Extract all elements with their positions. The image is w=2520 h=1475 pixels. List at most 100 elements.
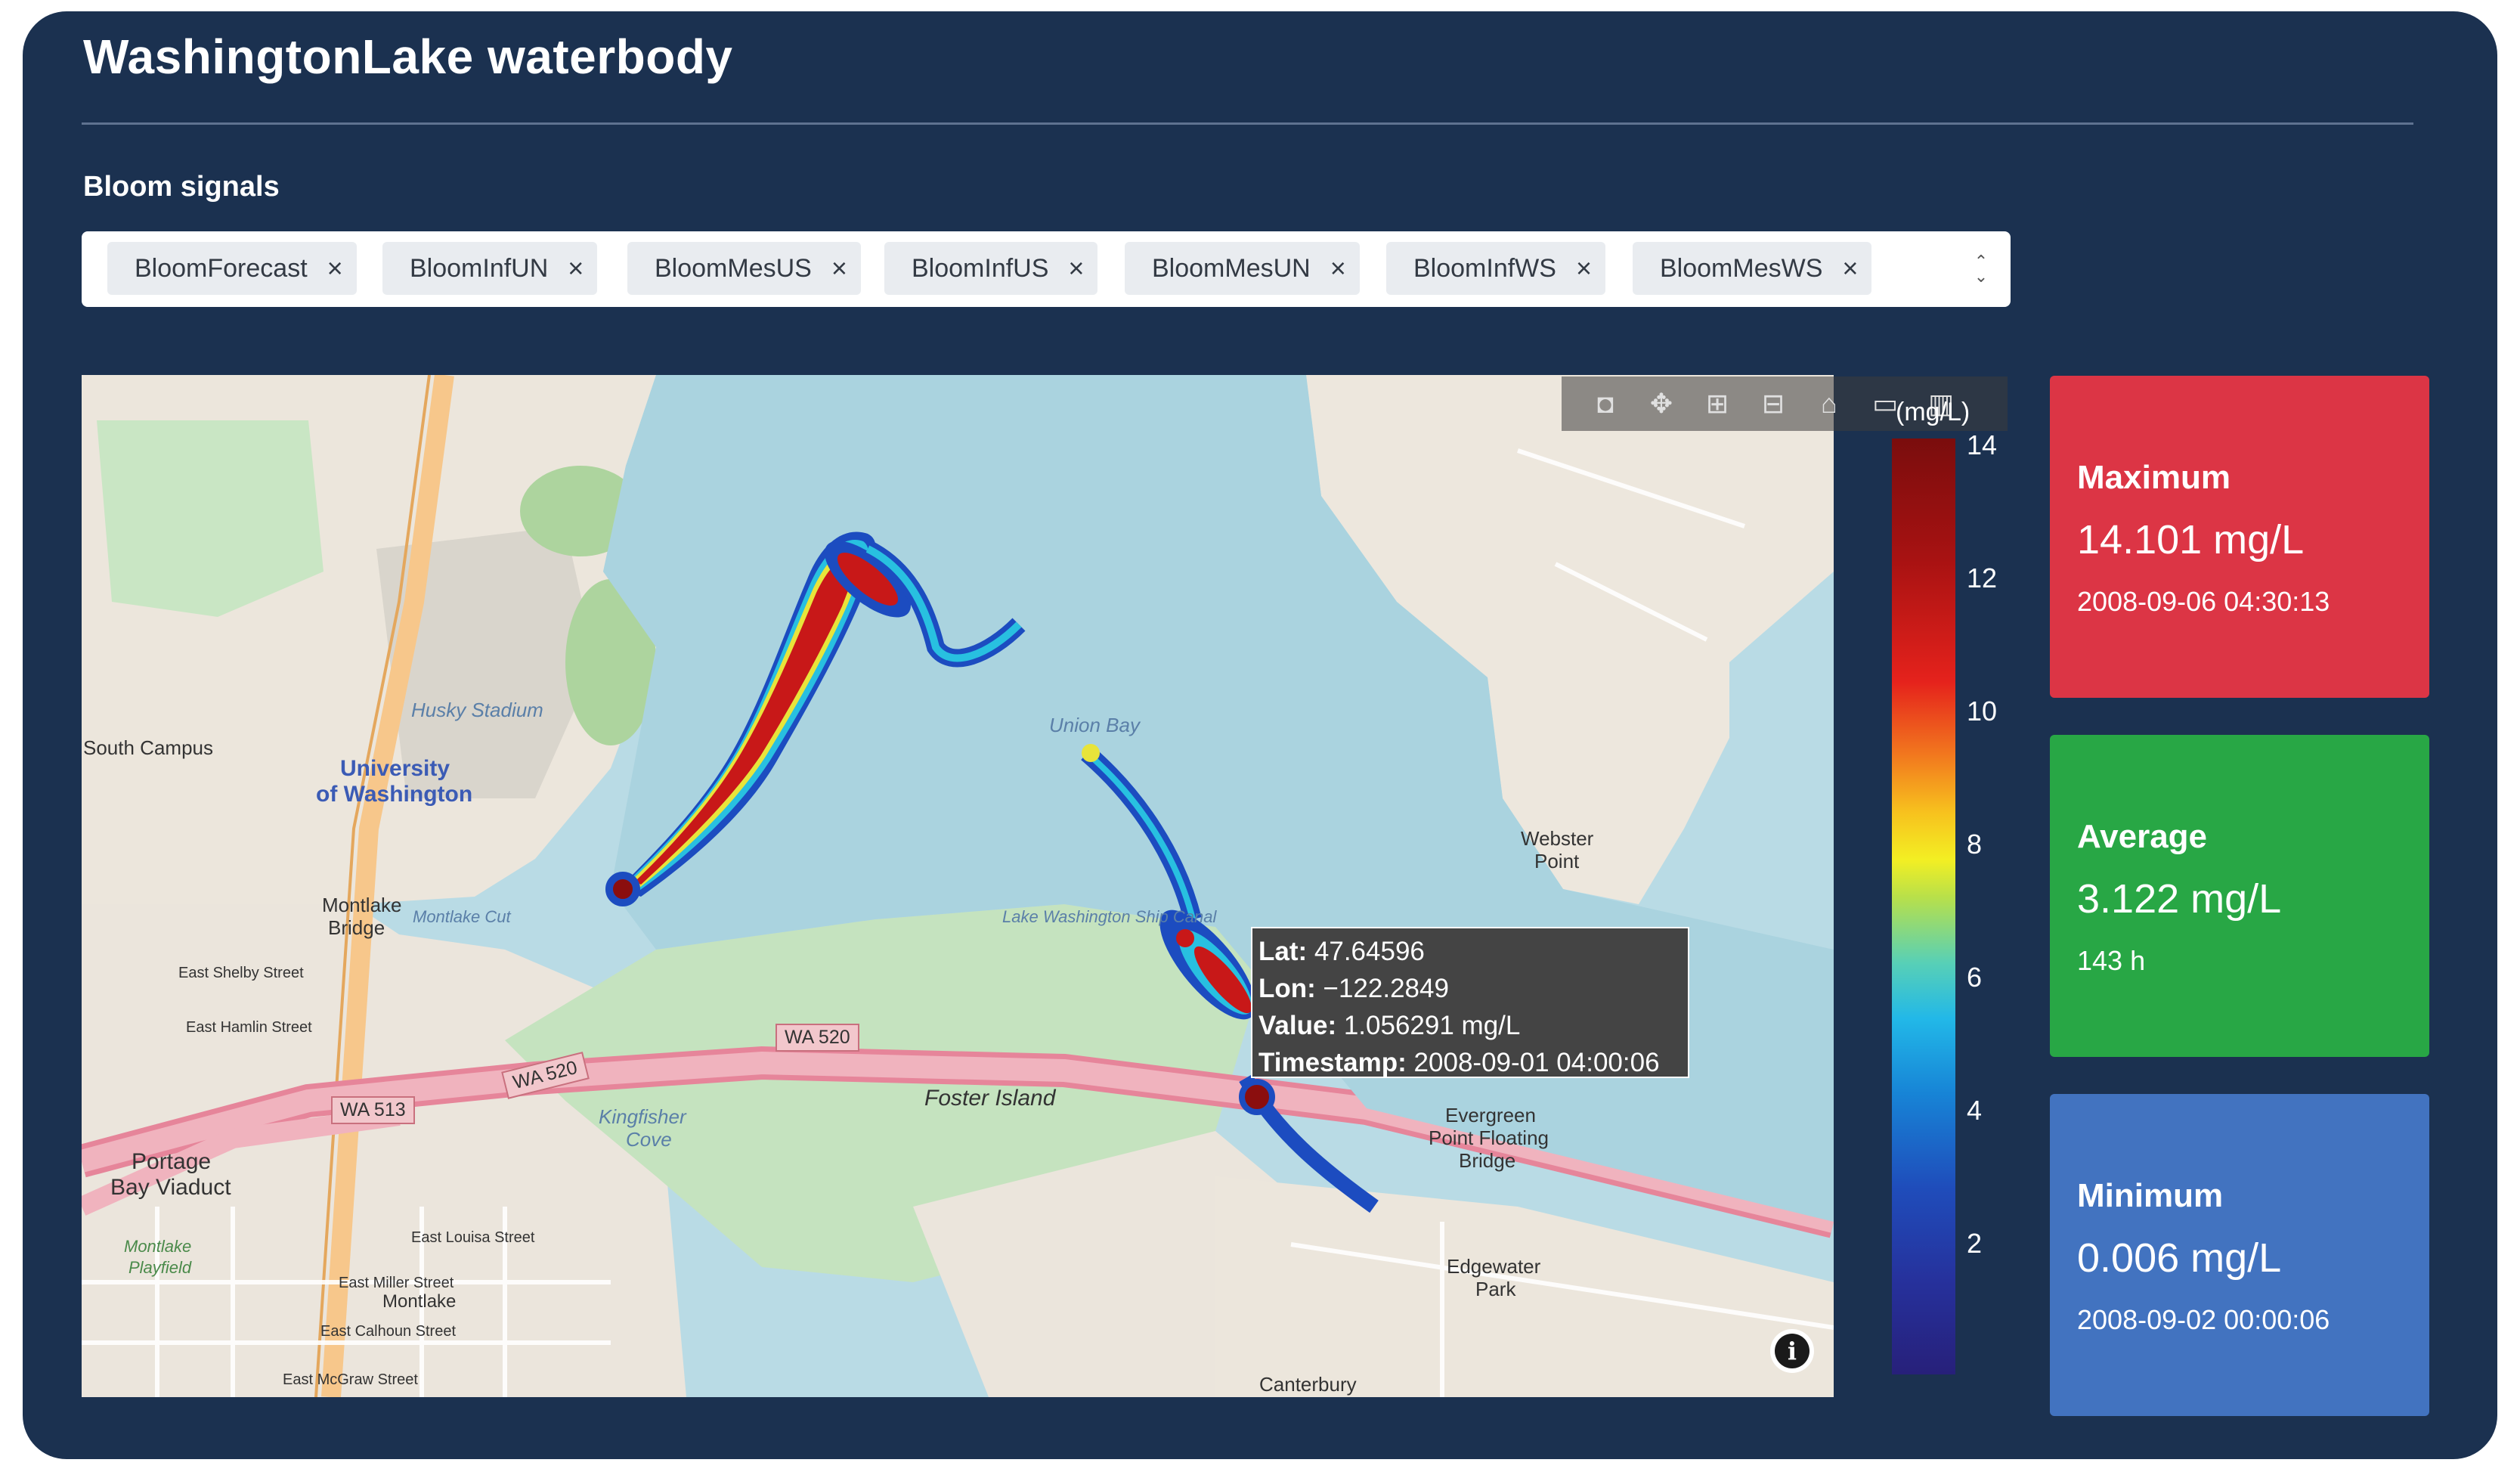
colorbar-tick: 4 <box>1967 1095 1983 1126</box>
stat-timestamp: 2008-09-02 00:00:06 <box>2077 1304 2330 1335</box>
bloom-signals-multiselect[interactable]: BloomForecast × BloomInfUN × BloomMesUS … <box>82 231 2011 307</box>
zoom-out-icon[interactable]: ⊟ <box>1761 388 1785 419</box>
tooltip-lon-label: Lon: <box>1258 974 1316 1003</box>
tooltip-lat-label: Lat: <box>1258 937 1308 966</box>
remove-chip-icon[interactable]: × <box>1575 253 1592 284</box>
chip-label: BloomMesUN <box>1152 253 1311 283</box>
chip-label: BloomMesUS <box>655 253 812 283</box>
colorbar-tick: 12 <box>1967 562 1998 593</box>
heatmap-map[interactable]: South Campus University of Washington Hu… <box>82 375 1834 1397</box>
stat-timestamp: 2008-09-06 04:30:13 <box>2077 586 2330 617</box>
chip-label: BloomMesWS <box>1660 253 1823 283</box>
map-modebar: ◘ ✥ ⊞ ⊟ ⌂ ▭ ▥ <box>1562 376 2008 431</box>
chip-bloommesus: BloomMesUS × <box>627 242 861 295</box>
chip-label: BloomForecast <box>135 253 308 283</box>
map-label-montlake: Montlake <box>382 1291 457 1312</box>
page-title: WashingtonLake waterbody <box>83 29 733 84</box>
stat-label: Average <box>2077 818 2208 855</box>
chip-bloommesun: BloomMesUN × <box>1125 242 1360 295</box>
pan-icon[interactable]: ✥ <box>1649 388 1673 419</box>
chip-bloominfus: BloomInfUS × <box>884 242 1098 295</box>
map-label-playfield-1: Montlake <box>124 1237 192 1256</box>
tooltip-timestamp-label: Timestamp: <box>1258 1048 1407 1077</box>
map-label-east-calhoun: East Calhoun Street <box>320 1323 456 1340</box>
map-label-webster-2: Point <box>1534 850 1580 872</box>
chip-label: BloomInfUN <box>410 253 549 283</box>
map-label-union-bay: Union Bay <box>1049 714 1140 736</box>
road-shield-wa520: WA 520 <box>776 1024 859 1052</box>
colorbar-unit: (mg/L) <box>1896 398 1970 426</box>
map-label-edgewater-2: Park <box>1475 1278 1516 1300</box>
remove-chip-icon[interactable]: × <box>1330 253 1346 284</box>
title-divider <box>82 122 2413 125</box>
stat-card-average: Average 3.122 mg/L 143 h <box>2050 735 2429 1057</box>
remove-chip-icon[interactable]: × <box>831 253 847 284</box>
map-label-east-mcgraw: East McGraw Street <box>283 1371 418 1388</box>
map-label-ship-canal: Lake Washington Ship Canal <box>1002 907 1217 926</box>
map-label-east-louisa: East Louisa Street <box>411 1229 535 1246</box>
map-label-east-miller: East Miller Street <box>339 1275 454 1291</box>
chip-bloommesws: BloomMesWS × <box>1633 242 1872 295</box>
map-label-webster-1: Webster <box>1521 827 1594 850</box>
colorbar-tick: 8 <box>1967 829 1983 860</box>
chip-bloominfun: BloomInfUN × <box>382 242 598 295</box>
chip-bloominfws: BloomInfWS × <box>1386 242 1605 295</box>
chip-label: BloomInfUS <box>912 253 1049 283</box>
map-label-kingfisher-1: Kingfisher <box>599 1105 686 1128</box>
stat-duration: 143 h <box>2077 945 2146 976</box>
home-icon[interactable]: ⌂ <box>1821 388 1837 419</box>
bloom-signals-label: Bloom signals <box>83 171 280 203</box>
map-basemap <box>82 375 1834 1397</box>
remove-chip-icon[interactable]: × <box>568 253 584 284</box>
stat-label: Minimum <box>2077 1177 2224 1214</box>
tooltip-lat-value: 47.64596 <box>1314 937 1425 966</box>
map-label-east-hamlin: East Hamlin Street <box>186 1019 312 1036</box>
map-label-evergreen-1: Evergreen <box>1445 1104 1536 1126</box>
toggle-icon[interactable]: ▭ <box>1871 388 1898 419</box>
chevron-updown-icon[interactable]: ⌃ ⌄ <box>1974 252 1989 286</box>
map-label-evergreen-3: Bridge <box>1459 1149 1516 1172</box>
map-label-husky-stadium: Husky Stadium <box>411 699 543 721</box>
map-label-montlake-bridge-2: Bridge <box>328 916 385 939</box>
map-label-south-campus: South Campus <box>83 736 213 759</box>
stat-value: 3.122 mg/L <box>2077 876 2282 922</box>
map-label-canterbury: Canterbury <box>1259 1373 1357 1396</box>
map-label-edgewater-1: Edgewater <box>1447 1255 1541 1278</box>
tooltip-value-value: 1.056291 mg/L <box>1343 1011 1521 1040</box>
remove-chip-icon[interactable]: × <box>1842 253 1859 284</box>
hover-tooltip: Lat: 47.64596 Lon: −122.2849 Value: 1.05… <box>1251 927 1689 1078</box>
stat-card-minimum: Minimum 0.006 mg/L 2008-09-02 00:00:06 <box>2050 1094 2429 1416</box>
zoom-in-icon[interactable]: ⊞ <box>1705 388 1729 419</box>
colorbar-tick: 10 <box>1967 696 1998 727</box>
info-icon[interactable]: i <box>1770 1329 1814 1373</box>
map-label-montlake-bridge-1: Montlake <box>322 894 402 916</box>
map-label-university: University <box>340 756 450 781</box>
remove-chip-icon[interactable]: × <box>1068 253 1085 284</box>
tooltip-value-label: Value: <box>1258 1011 1337 1040</box>
map-label-montlake-cut: Montlake Cut <box>413 907 511 926</box>
camera-icon[interactable]: ◘ <box>1597 388 1614 419</box>
tooltip-timestamp-value: 2008-09-01 04:00:06 <box>1413 1048 1660 1077</box>
map-label-of-washington: of Washington <box>316 782 473 807</box>
chip-label: BloomInfWS <box>1413 253 1556 283</box>
stat-value: 14.101 mg/L <box>2077 517 2305 562</box>
road-shield-wa513: WA 513 <box>331 1096 415 1124</box>
tooltip-lon-value: −122.2849 <box>1323 974 1449 1003</box>
map-label-kingfisher-2: Cove <box>626 1128 672 1151</box>
colorbar <box>1892 438 1955 1374</box>
map-label-playfield-2: Playfield <box>128 1258 192 1277</box>
map-label-evergreen-2: Point Floating <box>1429 1126 1549 1149</box>
remove-chip-icon[interactable]: × <box>327 253 343 284</box>
map-label-east-shelby: East Shelby Street <box>178 965 304 981</box>
colorbar-tick: 14 <box>1967 429 1998 460</box>
plotly-logo-icon[interactable]: ▥ <box>1927 388 1954 419</box>
map-label-foster-island: Foster Island <box>924 1086 1056 1111</box>
map-label-portage-1: Portage <box>132 1149 212 1174</box>
map-label-portage-2: Bay Viaduct <box>110 1175 231 1200</box>
colorbar-tick: 6 <box>1967 962 1983 993</box>
bloom-heat-layer <box>605 531 1379 1213</box>
colorbar-tick: 2 <box>1967 1228 1983 1259</box>
stat-card-maximum: Maximum 14.101 mg/L 2008-09-06 04:30:13 <box>2050 376 2429 698</box>
chip-bloomforecast: BloomForecast × <box>107 242 357 295</box>
stat-value: 0.006 mg/L <box>2077 1235 2282 1281</box>
